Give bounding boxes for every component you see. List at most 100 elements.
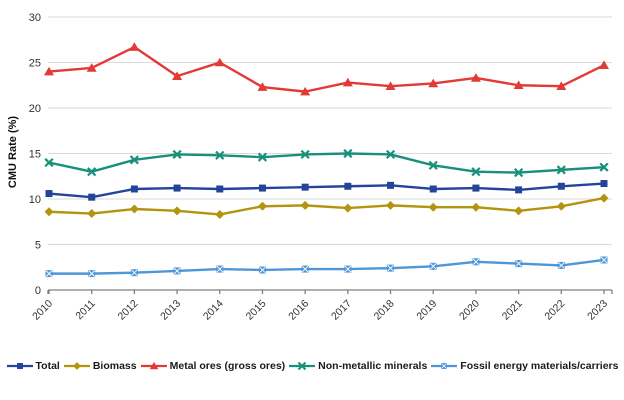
data-point-marker bbox=[173, 267, 181, 275]
legend-marker-shape bbox=[16, 363, 23, 369]
x-tick-label: 2010 bbox=[30, 298, 55, 323]
y-tick-label: 5 bbox=[35, 240, 41, 252]
series-line-non-metallic-minerals bbox=[47, 152, 606, 174]
data-point-marker bbox=[557, 182, 565, 190]
data-point-marker bbox=[428, 78, 439, 88]
legend-item-total: Total bbox=[6, 360, 60, 372]
x-tick-label: 2020 bbox=[457, 298, 482, 323]
data-point-marker bbox=[513, 80, 524, 90]
series-line-biomass bbox=[47, 196, 606, 216]
chart-area: CMU Rate (%) 0 5 10 15 20 25 30 2010 2011 2012 201… bbox=[7, 12, 613, 323]
data-point-marker bbox=[45, 190, 53, 198]
data-point-marker bbox=[258, 184, 266, 192]
data-point-marker bbox=[429, 263, 437, 270]
data-point-marker bbox=[599, 193, 609, 203]
x-tick-label: 2012 bbox=[116, 298, 141, 323]
data-point-marker bbox=[557, 262, 565, 269]
data-point-marker bbox=[600, 256, 608, 264]
x-tick-label: 2018 bbox=[372, 298, 397, 323]
data-point-marker bbox=[87, 209, 97, 219]
legend-marker-icon bbox=[140, 361, 167, 370]
data-point-marker bbox=[300, 86, 311, 96]
data-point-marker bbox=[130, 185, 138, 193]
legend-label: Total bbox=[35, 360, 60, 372]
data-point-marker bbox=[472, 258, 480, 266]
series-line-total bbox=[47, 182, 606, 199]
y-tick-label: 0 bbox=[35, 285, 41, 297]
data-point-marker bbox=[428, 202, 438, 212]
data-point-marker bbox=[215, 209, 225, 219]
series-line-metal-ores-gross-ores- bbox=[47, 45, 606, 93]
legend-item-fossil-energy-materials-carriers: Fossil energy materials/carriers bbox=[430, 360, 618, 372]
data-point-marker bbox=[301, 183, 309, 191]
data-point-marker bbox=[257, 201, 267, 211]
data-point-marker bbox=[87, 167, 97, 177]
x-tick-label: 2019 bbox=[414, 298, 439, 323]
legend-marker-icon bbox=[63, 362, 90, 370]
data-point-marker bbox=[214, 57, 225, 67]
x-tick-label: 2011 bbox=[73, 298, 98, 323]
x-tick-label: 2013 bbox=[158, 298, 183, 323]
data-point-marker bbox=[257, 152, 268, 162]
y-tick-label: 30 bbox=[29, 12, 41, 24]
data-point-marker bbox=[343, 148, 353, 159]
data-point-marker bbox=[515, 260, 522, 267]
data-point-marker bbox=[216, 265, 224, 273]
x-tick-label: 2016 bbox=[286, 298, 311, 323]
data-point-marker bbox=[44, 66, 54, 76]
x-tick-label: 2022 bbox=[542, 298, 567, 323]
data-point-marker bbox=[386, 200, 396, 210]
data-point-marker bbox=[470, 73, 481, 82]
data-point-marker bbox=[471, 202, 481, 212]
data-point-marker bbox=[599, 60, 609, 70]
data-point-marker bbox=[131, 269, 138, 277]
data-point-marker bbox=[173, 184, 181, 192]
y-tick-label: 25 bbox=[29, 58, 41, 70]
data-point-marker bbox=[88, 193, 96, 201]
data-point-marker bbox=[428, 160, 438, 170]
data-point-marker bbox=[514, 168, 524, 178]
data-point-marker bbox=[88, 270, 96, 277]
data-point-marker bbox=[86, 63, 97, 72]
data-point-marker bbox=[129, 155, 139, 165]
data-point-marker bbox=[471, 167, 481, 177]
line-chart: 0 5 10 15 20 25 30 2010 2011 2012 2013 2014 2015 2016… bbox=[29, 12, 613, 323]
data-point-marker bbox=[259, 266, 266, 274]
data-point-marker bbox=[600, 180, 608, 188]
chart-legend: Total Biomass Metal ores (gross ores) Non-m… bbox=[0, 360, 624, 372]
data-point-marker bbox=[599, 162, 609, 172]
data-point-marker bbox=[385, 81, 396, 90]
data-point-marker bbox=[216, 185, 224, 193]
data-point-marker bbox=[129, 204, 139, 214]
data-point-marker bbox=[556, 81, 567, 90]
data-point-marker bbox=[344, 265, 352, 273]
legend-label: Fossil energy materials/carriers bbox=[460, 360, 619, 372]
data-point-marker bbox=[300, 149, 310, 159]
x-tick-label: 2017 bbox=[329, 298, 354, 323]
legend-label: Biomass bbox=[92, 360, 137, 372]
legend-label: Metal ores (gross ores) bbox=[169, 360, 286, 372]
data-point-marker bbox=[343, 203, 353, 213]
data-point-marker bbox=[387, 264, 394, 272]
data-point-marker bbox=[301, 265, 309, 273]
data-point-marker bbox=[257, 82, 268, 91]
legend-item-metal-ores-gross-ores-: Metal ores (gross ores) bbox=[140, 360, 286, 372]
legend-item-biomass: Biomass bbox=[63, 360, 137, 372]
y-tick-label: 15 bbox=[29, 149, 41, 161]
legend-label: Non-metallic minerals bbox=[318, 360, 428, 372]
data-point-marker bbox=[387, 181, 395, 189]
legend-marker-icon bbox=[431, 363, 458, 369]
x-tick-label: 2021 bbox=[500, 298, 525, 323]
y-tick-label: 20 bbox=[29, 103, 41, 115]
series-line-fossil-energy-materials-carriers bbox=[47, 258, 606, 275]
legend-marker-icon bbox=[289, 361, 316, 371]
legend-marker-shape bbox=[441, 363, 448, 369]
x-tick-label: 2023 bbox=[585, 298, 610, 323]
x-tick-label: 2015 bbox=[244, 298, 269, 323]
data-point-marker bbox=[556, 201, 566, 211]
legend-item-non-metallic-minerals: Non-metallic minerals bbox=[288, 360, 427, 372]
data-point-marker bbox=[172, 149, 182, 159]
data-point-marker bbox=[300, 200, 310, 210]
data-point-marker bbox=[515, 186, 523, 194]
